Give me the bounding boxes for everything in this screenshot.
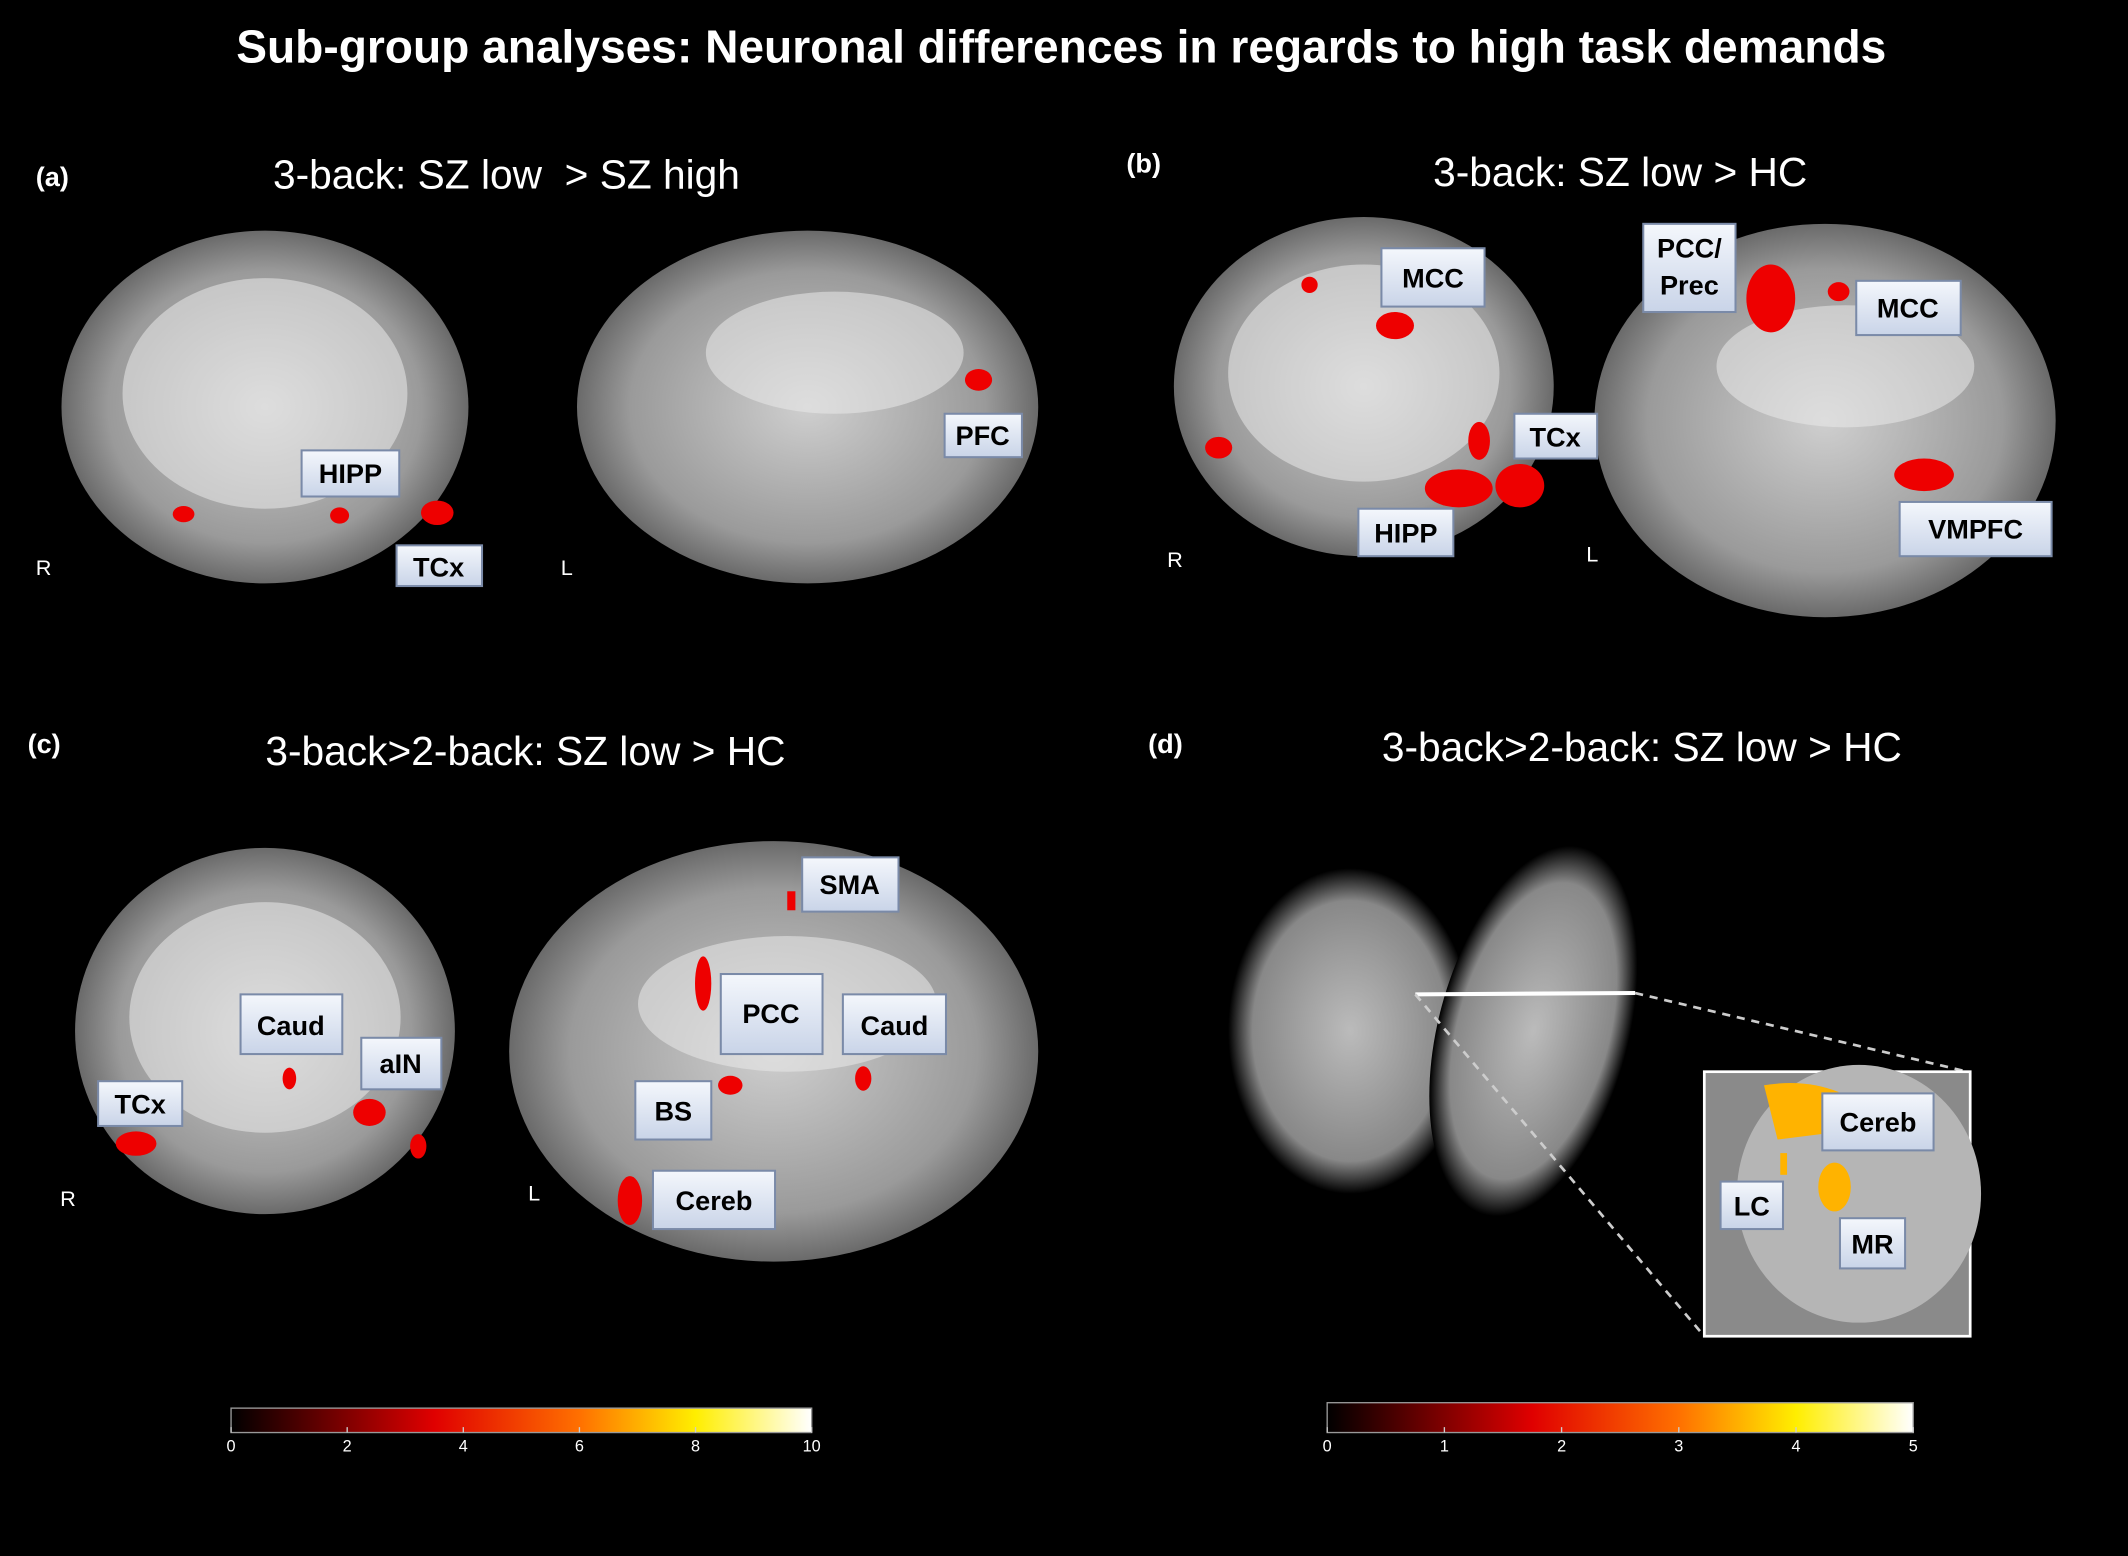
panel-title: 3-back: SZ low > HC — [1433, 149, 1807, 195]
region-label: Caud — [257, 1010, 325, 1041]
region-label: VMPFC — [1928, 514, 2023, 545]
brain-coronal — [1173, 217, 1554, 557]
side-label: R — [36, 555, 52, 580]
tick-label: 2 — [343, 1438, 352, 1456]
panel-letter: (a) — [36, 161, 69, 192]
figure-title: Sub-group analyses: Neuronal differences… — [236, 20, 1886, 72]
region-label: TCx — [115, 1089, 166, 1120]
region-label: HIPP — [319, 458, 382, 489]
brain-coronal — [61, 230, 469, 584]
tick-label: 1 — [1440, 1438, 1449, 1456]
tick-label: 8 — [691, 1438, 700, 1456]
region-label: MCC — [1877, 292, 1939, 323]
region-label: Caud — [861, 1010, 929, 1041]
tick-label: 5 — [1909, 1438, 1918, 1456]
tick-label: 0 — [1323, 1438, 1332, 1456]
brainstem-image — [1228, 845, 1982, 1338]
region-label: BS — [654, 1096, 692, 1127]
tick-label: 10 — [803, 1438, 821, 1456]
panel-title: 3-back: SZ low > SZ high — [273, 152, 740, 198]
tick-label: 0 — [227, 1438, 236, 1456]
tick-label: 2 — [1557, 1438, 1566, 1456]
region-label: HIPP — [1374, 518, 1437, 549]
region-label: PCC — [742, 998, 799, 1029]
region-label: SMA — [820, 869, 880, 900]
panel-letter: (b) — [1126, 147, 1161, 178]
colorbar — [230, 1407, 813, 1434]
colorbar-ticks: 0 2 4 6 8 10 0 1 2 3 4 5 — [227, 1427, 1918, 1456]
colorbar — [1326, 1402, 1914, 1434]
region-label: MR — [1851, 1228, 1894, 1259]
panel-letter: (d) — [1148, 728, 1183, 759]
region-label: PFC — [955, 420, 1009, 451]
tick-label: 6 — [575, 1438, 584, 1456]
region-label: LC — [1734, 1190, 1770, 1221]
region-label: PCC/ — [1657, 233, 1722, 264]
side-label: R — [1167, 547, 1183, 572]
panel-letter: (c) — [28, 728, 61, 759]
side-label: L — [561, 555, 573, 580]
panel-title: 3-back>2-back: SZ low > HC — [265, 728, 785, 774]
panel-title: 3-back>2-back: SZ low > HC — [1382, 724, 1902, 770]
side-label: L — [1586, 542, 1598, 567]
region-label: Prec — [1660, 269, 1719, 300]
region-label: Cereb — [1840, 1106, 1917, 1137]
region-label: aIN — [380, 1048, 422, 1079]
side-label: R — [60, 1186, 76, 1211]
region-label: TCx — [413, 552, 464, 583]
tick-label: 4 — [1791, 1438, 1800, 1456]
region-label: Cereb — [676, 1185, 753, 1216]
brain-sagittal — [576, 230, 1039, 584]
region-label: MCC — [1402, 263, 1464, 294]
tick-label: 3 — [1674, 1438, 1683, 1456]
region-label: TCx — [1529, 421, 1580, 452]
side-label: L — [528, 1181, 540, 1206]
tick-label: 4 — [459, 1438, 468, 1456]
